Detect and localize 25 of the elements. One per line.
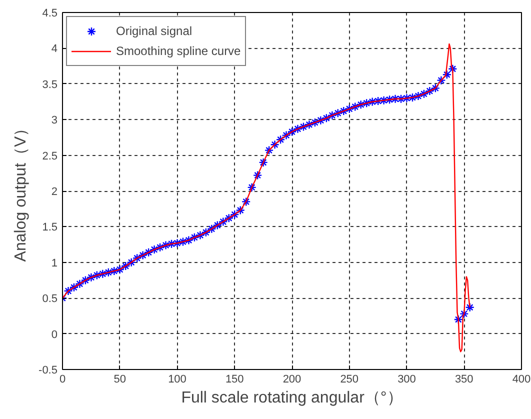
- x-tick-label: 0: [59, 374, 66, 386]
- y-tick-label: 0.5: [42, 293, 58, 306]
- x-tick-label: 50: [114, 374, 126, 386]
- x-tick-label: 400: [512, 374, 531, 386]
- x-tick-label: 150: [225, 374, 244, 386]
- y-tick-label: 3.5: [42, 78, 58, 91]
- x-axis-title: Full scale rotating angular（°）: [181, 390, 403, 406]
- y-tick-label: 3: [51, 114, 58, 127]
- x-tick-label: 100: [168, 374, 186, 386]
- y-tick-label: 0: [51, 328, 58, 341]
- y-tick-label: 4.5: [42, 8, 58, 20]
- y-tick-label: 1.5: [42, 222, 58, 234]
- y-axis-title: Analog output（V）: [12, 120, 30, 262]
- y-tick-label: 4: [51, 43, 58, 56]
- x-tick-label: 200: [282, 374, 302, 386]
- legend-label: Smoothing spline curve: [116, 44, 241, 58]
- x-tick-label: 300: [398, 374, 416, 386]
- legend-label: Original signal: [116, 24, 192, 38]
- y-tick-label: 1: [51, 257, 58, 270]
- y-tick-label: -0.5: [38, 364, 58, 376]
- line-series: [62, 43, 470, 352]
- x-tick-label: 350: [454, 374, 474, 386]
- x-tick-label: 250: [340, 374, 359, 386]
- y-tick-label: 2.5: [42, 150, 58, 162]
- y-tick-label: 2: [51, 186, 58, 198]
